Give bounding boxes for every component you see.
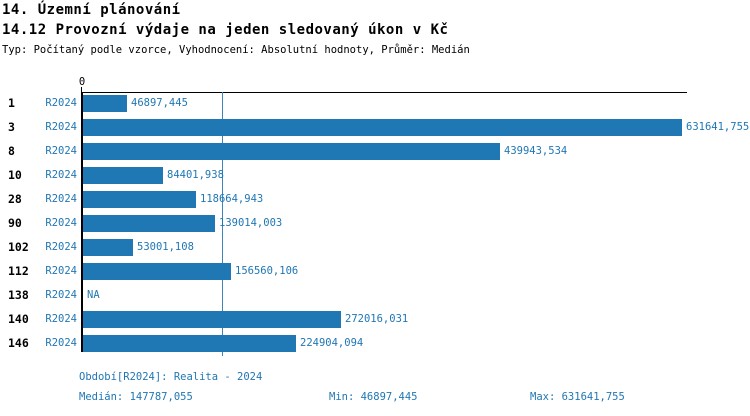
value-label: 118664,943 xyxy=(200,193,264,205)
bar-row: 102 R2024 53001,108 xyxy=(0,239,750,256)
bar xyxy=(83,119,682,136)
bar xyxy=(83,215,215,232)
bar xyxy=(83,239,133,256)
bar-row: 138 R2024 NA xyxy=(0,287,750,304)
category-label: 1 xyxy=(8,96,15,110)
value-label: 84401,938 xyxy=(167,169,224,181)
value-label: 53001,108 xyxy=(137,241,194,253)
bar-row: 90 R2024 139014,003 xyxy=(0,215,750,232)
value-label: 139014,003 xyxy=(219,217,283,229)
bar xyxy=(83,335,296,352)
series-label: R2024 xyxy=(45,265,77,277)
y-axis-line xyxy=(81,92,83,352)
value-label: NA xyxy=(87,289,100,301)
chart-meta: Typ: Počítaný podle vzorce, Vyhodnocení:… xyxy=(2,44,470,56)
category-label: 102 xyxy=(8,240,29,254)
x-axis-line xyxy=(81,92,687,93)
series-label: R2024 xyxy=(45,217,77,229)
category-label: 112 xyxy=(8,264,29,278)
series-label: R2024 xyxy=(45,145,77,157)
category-label: 90 xyxy=(8,216,22,230)
bar xyxy=(83,143,500,160)
bar-row: 3 R2024 631641,755 xyxy=(0,119,750,136)
median-line xyxy=(222,92,223,356)
value-label: 631641,755 xyxy=(686,121,750,133)
bar xyxy=(83,191,196,208)
bar-row: 8 R2024 439943,534 xyxy=(0,143,750,160)
bar xyxy=(83,263,231,280)
period-label: Období[R2024]: Realita - 2024 xyxy=(79,371,263,383)
x-axis-tick xyxy=(81,87,82,92)
category-label: 10 xyxy=(8,168,22,182)
series-label: R2024 xyxy=(45,289,77,301)
category-label: 138 xyxy=(8,288,29,302)
bar-row: 1 R2024 46897,445 xyxy=(0,95,750,112)
series-label: R2024 xyxy=(45,241,77,253)
category-label: 8 xyxy=(8,144,15,158)
bar-row: 28 R2024 118664,943 xyxy=(0,191,750,208)
chart-title: 14.12 Provozní výdaje na jeden sledovaný… xyxy=(2,22,449,38)
series-label: R2024 xyxy=(45,121,77,133)
bar-row: 112 R2024 156560,106 xyxy=(0,263,750,280)
value-label: 46897,445 xyxy=(131,97,188,109)
series-label: R2024 xyxy=(45,193,77,205)
bar-row: 10 R2024 84401,938 xyxy=(0,167,750,184)
value-label: 272016,031 xyxy=(345,313,409,325)
bar-row: 146 R2024 224904,094 xyxy=(0,335,750,352)
value-label: 156560,106 xyxy=(235,265,299,277)
x-axis-tick-label: 0 xyxy=(78,76,86,88)
category-label: 28 xyxy=(8,192,22,206)
series-label: R2024 xyxy=(45,97,77,109)
bar-row: 140 R2024 272016,031 xyxy=(0,311,750,328)
bar xyxy=(83,167,163,184)
min-summary-label: Min: 46897,445 xyxy=(329,391,418,403)
category-label: 146 xyxy=(8,336,29,350)
series-label: R2024 xyxy=(45,313,77,325)
value-label: 439943,534 xyxy=(504,145,568,157)
bar xyxy=(83,95,127,112)
median-summary-label: Medián: 147787,055 xyxy=(79,391,193,403)
max-summary-label: Max: 631641,755 xyxy=(530,391,625,403)
value-label: 224904,094 xyxy=(300,337,364,349)
series-label: R2024 xyxy=(45,337,77,349)
category-label: 3 xyxy=(8,120,15,134)
bar xyxy=(83,311,341,328)
category-label: 140 xyxy=(8,312,29,326)
page-title: 14. Územní plánování xyxy=(2,2,181,18)
series-label: R2024 xyxy=(45,169,77,181)
